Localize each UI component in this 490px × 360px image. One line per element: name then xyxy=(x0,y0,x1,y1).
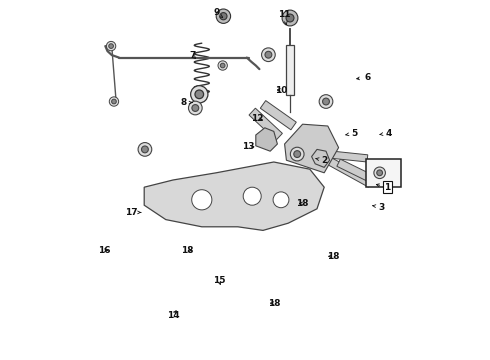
Circle shape xyxy=(273,192,289,208)
Text: 6: 6 xyxy=(357,73,370,82)
Circle shape xyxy=(191,86,208,103)
Circle shape xyxy=(192,190,212,210)
Circle shape xyxy=(265,51,272,58)
Circle shape xyxy=(192,105,199,112)
Text: 4: 4 xyxy=(380,129,392,138)
Text: 15: 15 xyxy=(213,276,225,285)
Text: 18: 18 xyxy=(296,199,309,208)
Text: 9: 9 xyxy=(213,8,222,17)
Polygon shape xyxy=(326,157,372,187)
Polygon shape xyxy=(256,128,277,151)
Text: 18: 18 xyxy=(268,299,280,307)
Circle shape xyxy=(377,170,383,176)
Polygon shape xyxy=(249,108,282,140)
Text: 12: 12 xyxy=(251,114,264,123)
Circle shape xyxy=(322,98,329,105)
Circle shape xyxy=(374,167,386,179)
Polygon shape xyxy=(144,162,324,230)
Circle shape xyxy=(216,9,231,23)
Text: 16: 16 xyxy=(98,246,110,255)
Polygon shape xyxy=(326,150,368,162)
Circle shape xyxy=(282,10,298,26)
Text: 13: 13 xyxy=(243,142,255,151)
Circle shape xyxy=(112,99,116,104)
Text: 2: 2 xyxy=(316,156,327,165)
Circle shape xyxy=(243,187,261,205)
Text: 18: 18 xyxy=(327,252,340,261)
Circle shape xyxy=(142,146,148,153)
Text: 10: 10 xyxy=(275,86,287,95)
Circle shape xyxy=(218,61,227,70)
FancyBboxPatch shape xyxy=(366,159,401,187)
Circle shape xyxy=(220,13,227,20)
Circle shape xyxy=(286,14,294,22)
Circle shape xyxy=(294,151,301,158)
Text: 18: 18 xyxy=(181,246,194,255)
Text: 3: 3 xyxy=(373,202,385,211)
Circle shape xyxy=(319,95,333,108)
Text: 5: 5 xyxy=(346,129,358,138)
Circle shape xyxy=(109,97,119,106)
Circle shape xyxy=(106,41,116,51)
Bar xyxy=(286,45,294,95)
Polygon shape xyxy=(312,149,330,167)
Circle shape xyxy=(291,147,304,161)
Text: 8: 8 xyxy=(181,98,193,107)
Text: 17: 17 xyxy=(125,208,141,217)
Text: 1: 1 xyxy=(376,183,391,192)
Circle shape xyxy=(220,63,225,68)
Circle shape xyxy=(109,44,113,49)
Text: 7: 7 xyxy=(190,51,196,60)
Polygon shape xyxy=(260,100,296,130)
Polygon shape xyxy=(285,124,339,173)
Polygon shape xyxy=(337,159,377,184)
Circle shape xyxy=(189,101,202,115)
Text: 14: 14 xyxy=(167,310,179,320)
Circle shape xyxy=(138,143,152,156)
Text: 11: 11 xyxy=(278,10,291,24)
Circle shape xyxy=(262,48,275,62)
Circle shape xyxy=(195,90,204,99)
